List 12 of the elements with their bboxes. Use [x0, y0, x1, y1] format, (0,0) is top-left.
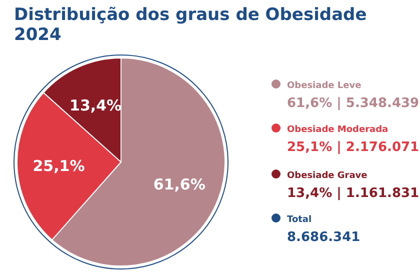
legend-label: Obesiade Moderada: [287, 125, 388, 135]
legend-label: Obesiade Leve: [287, 81, 362, 91]
data-label: 61,6%: [153, 175, 206, 194]
data-label: 13,4%: [70, 96, 122, 114]
text: 25,1% | 2.176.071: [287, 140, 420, 155]
data-label: 25,1%: [32, 156, 85, 175]
text: 8.686.341: [287, 230, 360, 245]
text: Total: [287, 215, 312, 225]
text: 13,4% | 1.161.831: [287, 186, 420, 201]
text: 61,6% | 5.348.439: [287, 96, 420, 111]
legend-label: Obesiade Grave: [287, 171, 368, 181]
chart-title: Distribuição dos graus de Obesidade 2024: [14, 5, 367, 45]
